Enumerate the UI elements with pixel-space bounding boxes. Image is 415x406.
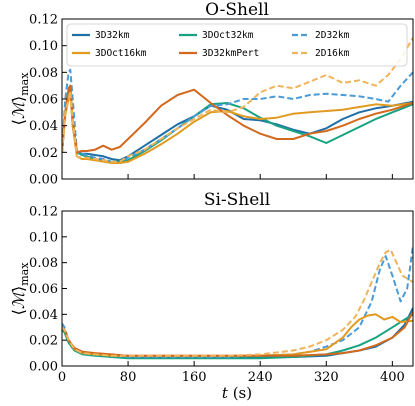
legend-item: 3D32km	[72, 30, 130, 41]
axis-ticks: 0.00 0.02 0.04 0.06 0.08 0.10 0.12 0 80 160 240 320…	[29, 205, 405, 386]
y-axis-label: ⟨ℳ⟩max	[9, 72, 31, 126]
legend-box	[66, 23, 408, 67]
series-line-3DOct32km	[62, 313, 413, 360]
x-tick-label: 240	[248, 370, 273, 385]
legend-label: 3DOct32km	[202, 30, 254, 41]
svg-text:⟨ℳ⟩max: ⟨ℳ⟩max	[9, 72, 31, 126]
y-tick-label: 0.02	[29, 334, 58, 349]
legend-item: 3DOct16km	[72, 48, 147, 59]
panel-o-shell: O-Shell ⟨ℳ⟩max 0.000.020.040.060.080.100…	[9, 0, 414, 188]
plot-frame	[61, 18, 414, 180]
y-tick-label: 0.10	[29, 230, 58, 245]
series-line-2D16km	[62, 37, 413, 163]
y-tick-label: 0.04	[29, 119, 58, 134]
x-tick-label: 320	[314, 370, 339, 385]
plot-frame	[61, 210, 414, 367]
y-tick-label: 0.06	[29, 93, 58, 108]
y-axis-label: ⟨ℳ⟩max	[9, 262, 31, 316]
series-line-3DOct16km	[62, 91, 413, 164]
x-tick-label: 80	[120, 370, 137, 385]
x-axis-label: t (s)	[222, 384, 252, 402]
series-lines	[62, 245, 413, 360]
x-tick-label: 0	[58, 370, 66, 385]
x-tick-label: 400	[380, 370, 405, 385]
legend-label: 3DOct16km	[95, 48, 147, 59]
y-tick-label: 0.00	[29, 360, 58, 375]
legend-label: 2D32km	[315, 30, 350, 41]
y-tick-label: 0.12	[29, 205, 58, 220]
y-tick-label: 0.02	[29, 146, 58, 161]
y-tick-label: 0.00	[29, 173, 58, 188]
panel-title: Si-Shell	[204, 190, 270, 210]
legend-item: 2D16km	[292, 48, 350, 59]
y-tick-label: 0.10	[29, 39, 58, 54]
x-tick-label: 160	[182, 370, 207, 385]
panel-title: O-Shell	[205, 0, 269, 20]
legend: 3D32km 3DOct16km 3DOct32km 3D32kmPert 2D…	[66, 23, 408, 67]
legend-label: 3D32kmPert	[202, 48, 259, 59]
y-tick-label: 0.08	[29, 66, 58, 81]
y-tick-label: 0.12	[29, 13, 58, 28]
legend-label: 2D16km	[315, 48, 350, 59]
legend-label: 3D32km	[95, 30, 130, 41]
y-tick-label: 0.04	[29, 308, 58, 323]
axis-ticks: 0.00 0.02 0.04 0.06 0.08 0.10 0.12	[29, 13, 393, 188]
svg-text:⟨ℳ⟩max: ⟨ℳ⟩max	[9, 262, 31, 316]
legend-item: 3D32kmPert	[179, 48, 259, 59]
series-line-2D16km	[62, 248, 413, 357]
series-lines	[62, 37, 413, 164]
series-line-2D32km	[62, 245, 413, 358]
panel-si-shell: Si-Shell ⟨ℳ⟩max 0.00 0.02 0.04 0.06 0.08 0.10…	[9, 190, 414, 402]
y-tick-label: 0.06	[29, 282, 58, 297]
series-line-3DOct32km	[62, 87, 413, 163]
legend-item: 2D32km	[292, 30, 350, 41]
y-tick-label: 0.08	[29, 256, 58, 271]
legend-item: 3DOct32km	[179, 30, 254, 41]
